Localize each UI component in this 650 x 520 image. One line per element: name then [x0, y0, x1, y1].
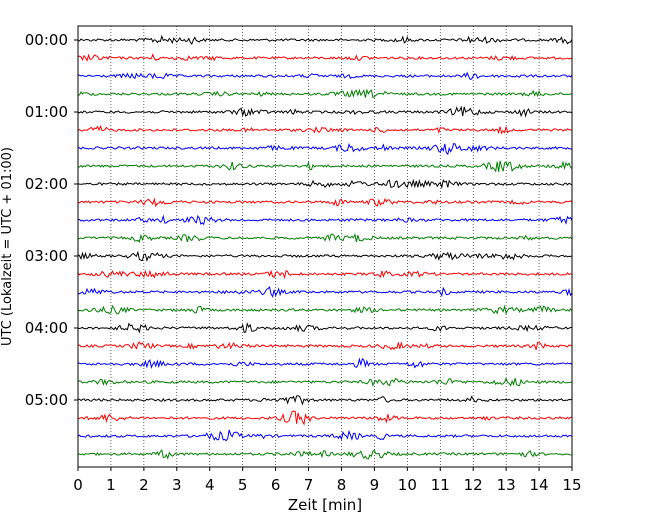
trace-line [77, 53, 573, 62]
trace-line [77, 322, 573, 334]
trace-line [77, 88, 573, 99]
y-axis-label: UTC (Lokalzeit = UTC + 01:00) [0, 147, 15, 346]
trace-line [77, 124, 573, 135]
trace-line [77, 304, 573, 315]
trace-line [77, 286, 573, 298]
x-tick-label: 1 [106, 476, 116, 494]
y-tick-label: 00:00 [25, 31, 68, 49]
x-axis-label: Zeit [min] [288, 496, 362, 514]
x-tick-label: 3 [172, 476, 182, 494]
trace-line [77, 178, 573, 190]
trace-line [77, 232, 573, 244]
trace-line [77, 250, 573, 262]
x-tick-label: 7 [304, 476, 314, 494]
x-tick-label: 15 [562, 476, 581, 494]
x-tick-label: 11 [431, 476, 450, 494]
x-tick-label: 0 [73, 476, 83, 494]
y-tick-label: 05:00 [25, 391, 68, 409]
seismic-traces [77, 34, 573, 460]
y-tick-label: 02:00 [25, 175, 68, 193]
trace-line [77, 410, 573, 426]
x-tick-label: 2 [139, 476, 149, 494]
x-tick-label: 9 [370, 476, 380, 494]
trace-line [77, 357, 573, 369]
trace-line [77, 34, 573, 46]
trace-line [77, 142, 573, 156]
x-axis-ticks: 0 1 2 3 4 5 6 7 8 9 10 11 12 13 14 15 [73, 467, 582, 494]
x-tick-label: 13 [497, 476, 516, 494]
trace-line [77, 197, 573, 208]
plot-area-frame [77, 25, 573, 468]
trace-line [77, 105, 573, 118]
trace-line [77, 214, 573, 226]
y-tick-label: 01:00 [25, 103, 68, 121]
trace-line [77, 269, 573, 280]
trace-line [77, 341, 573, 351]
trace-line [77, 429, 573, 442]
trace-line [77, 395, 573, 406]
trace-line [77, 448, 573, 460]
x-tick-label: 12 [464, 476, 483, 494]
trace-line [77, 71, 573, 80]
y-axis-ticks: 00:00 01:00 02:00 03:00 04:00 05:00 [25, 31, 78, 409]
x-tick-label: 14 [530, 476, 549, 494]
x-tick-label: 8 [337, 476, 347, 494]
x-tick-label: 10 [398, 476, 417, 494]
y-tick-label: 04:00 [25, 319, 68, 337]
x-tick-label: 5 [238, 476, 248, 494]
y-tick-label: 03:00 [25, 247, 68, 265]
trace-line [77, 377, 573, 387]
x-tick-label: 4 [205, 476, 215, 494]
x-tick-label: 6 [271, 476, 281, 494]
trace-line [77, 160, 573, 173]
